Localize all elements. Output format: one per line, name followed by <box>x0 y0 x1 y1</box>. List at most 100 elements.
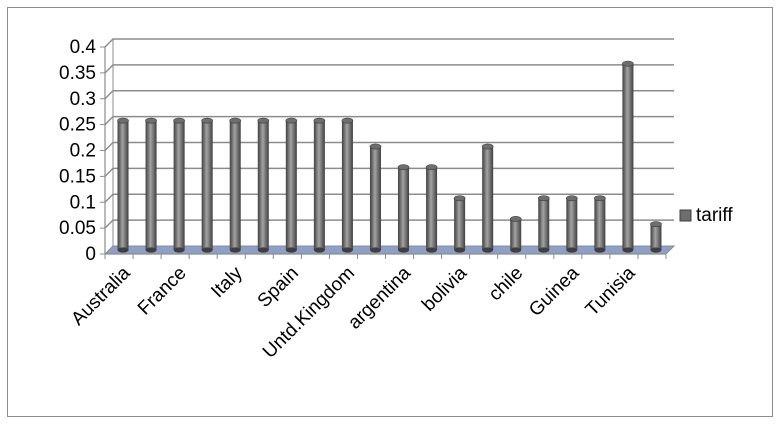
bar-body <box>426 167 437 250</box>
bar-body <box>202 121 213 250</box>
x-tick-label: argentina <box>344 262 415 333</box>
bar-body <box>622 64 633 250</box>
gridline <box>105 65 674 73</box>
bar-body <box>174 121 185 250</box>
y-tick-label: 0.15 <box>59 166 96 187</box>
bar <box>510 216 521 252</box>
bar <box>398 165 409 253</box>
bar-base <box>258 247 269 252</box>
bar-base <box>286 247 297 252</box>
bar-body <box>118 121 129 250</box>
gridlines <box>105 39 674 254</box>
x-tick-label: Guinea <box>525 262 583 320</box>
bar-top <box>202 118 213 123</box>
gridline <box>105 143 674 151</box>
y-tick-label: 0.4 <box>70 37 97 58</box>
bar <box>146 118 157 253</box>
legend-swatch <box>680 210 691 221</box>
bar-body <box>482 147 493 251</box>
bar-base <box>538 247 549 252</box>
bar-top <box>398 165 409 170</box>
bar-base <box>314 247 325 252</box>
x-tick-label: chile <box>485 263 527 305</box>
legend: tariff <box>680 205 733 226</box>
bar <box>426 165 437 253</box>
bar <box>482 144 493 253</box>
bar-chart: 0 0.05 0.1 0.15 0.2 0.25 0.3 0.35 0.4 Australia F… <box>8 8 774 418</box>
y-tick-label: 0.2 <box>70 141 96 162</box>
bar-top <box>594 196 605 201</box>
bar-base <box>146 247 157 252</box>
bar <box>370 144 381 253</box>
x-tick-label: Australia <box>67 262 134 329</box>
chart-frame: 0 0.05 0.1 0.15 0.2 0.25 0.3 0.35 0.4 Australia F… <box>7 7 773 417</box>
y-tick-label: 0.05 <box>59 218 96 239</box>
bar-body <box>286 121 297 250</box>
bar-top <box>426 165 437 170</box>
gridline <box>105 39 674 47</box>
gridline <box>105 220 674 228</box>
bar-top <box>622 61 633 66</box>
x-tick-label: bolivia <box>418 262 471 315</box>
bar-base <box>594 247 605 252</box>
bar-base <box>426 247 437 252</box>
bar-base <box>454 247 465 252</box>
bar-top <box>370 144 381 149</box>
bar <box>202 118 213 253</box>
bar <box>650 222 661 253</box>
bar-base <box>230 247 241 252</box>
legend-label: tariff <box>696 205 733 226</box>
bar-top <box>286 118 297 123</box>
x-tick-label: Tunisia <box>582 262 640 320</box>
bar-body <box>650 224 661 250</box>
bar-base <box>510 247 521 252</box>
y-tick-label: 0.25 <box>59 115 96 136</box>
gridline <box>105 168 674 176</box>
bar-body <box>454 198 465 250</box>
bar-body <box>314 121 325 250</box>
bar <box>538 196 549 253</box>
bar-base <box>342 247 353 252</box>
bar-base <box>398 247 409 252</box>
chart-floor <box>105 246 674 254</box>
bar-base <box>174 247 185 252</box>
y-tick-label: 0 <box>85 244 96 265</box>
bar-base <box>202 247 213 252</box>
bar-body <box>146 121 157 250</box>
bar-base <box>650 247 661 252</box>
bar <box>342 118 353 253</box>
bar-body <box>230 121 241 250</box>
bar-top <box>454 196 465 201</box>
bar-top <box>118 118 129 123</box>
bar-body <box>594 198 605 250</box>
bar-base <box>482 247 493 252</box>
bar-base <box>566 247 577 252</box>
bar-base <box>118 247 129 252</box>
bar-body <box>342 121 353 250</box>
bar-body <box>510 219 521 250</box>
y-tick-label: 0.3 <box>70 89 96 110</box>
bar-top <box>482 144 493 149</box>
bar <box>258 118 269 253</box>
gridline <box>105 117 674 125</box>
bar-body <box>398 167 409 250</box>
bar-top <box>258 118 269 123</box>
bar <box>594 196 605 253</box>
gridline <box>105 194 674 202</box>
bar <box>286 118 297 253</box>
bar-top <box>314 118 325 123</box>
bar <box>230 118 241 253</box>
x-tick-label: Spain <box>254 263 303 312</box>
bars <box>118 61 662 253</box>
bar <box>314 118 325 253</box>
y-tick-label: 0.35 <box>59 63 96 84</box>
gridline <box>105 91 674 99</box>
bar-body <box>566 198 577 250</box>
bar-top <box>174 118 185 123</box>
x-tick-label: France <box>134 263 191 320</box>
bar-top <box>342 118 353 123</box>
bar-body <box>538 198 549 250</box>
x-tick-label: Italy <box>207 262 247 302</box>
bar <box>622 61 633 252</box>
bar-top <box>538 196 549 201</box>
